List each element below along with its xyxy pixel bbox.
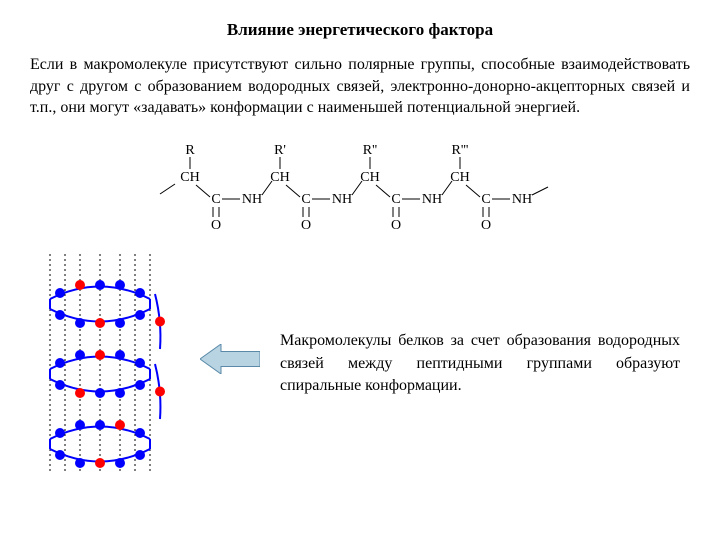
intro-paragraph: Если в макромолекуле присутствуют сильно…	[30, 54, 690, 119]
page-title: Влияние энергетического фактора	[30, 20, 690, 40]
svg-text:R': R'	[274, 143, 286, 158]
svg-text:C: C	[391, 192, 400, 207]
svg-text:R: R	[185, 143, 195, 158]
svg-text:C: C	[301, 192, 310, 207]
helix-diagram	[30, 249, 180, 479]
arrow-container	[200, 344, 260, 384]
svg-text:NH: NH	[242, 192, 262, 207]
lower-section: Макромолекулы белков за счет образования…	[30, 249, 690, 479]
svg-text:CH: CH	[180, 170, 199, 185]
svg-text:NH: NH	[422, 192, 442, 207]
svg-text:CH: CH	[450, 170, 469, 185]
svg-text:R''': R'''	[452, 143, 469, 158]
svg-text:NH: NH	[332, 192, 352, 207]
svg-text:O: O	[301, 218, 311, 229]
svg-text:NH: NH	[512, 192, 532, 207]
arrow-icon	[200, 344, 260, 374]
svg-text:CH: CH	[270, 170, 289, 185]
svg-text:O: O	[211, 218, 221, 229]
helix-diagram-container	[30, 249, 180, 479]
svg-text:C: C	[481, 192, 490, 207]
svg-text:O: O	[481, 218, 491, 229]
svg-text:C: C	[211, 192, 220, 207]
conclusion-paragraph: Макромолекулы белков за счет образования…	[280, 330, 690, 397]
svg-text:O: O	[391, 218, 401, 229]
svg-text:R'': R''	[363, 143, 377, 158]
svg-text:CH: CH	[360, 170, 379, 185]
peptide-structure-diagram: RCHCONHR'CHCONHR''CHCONHR'''CHCONH	[150, 139, 570, 229]
